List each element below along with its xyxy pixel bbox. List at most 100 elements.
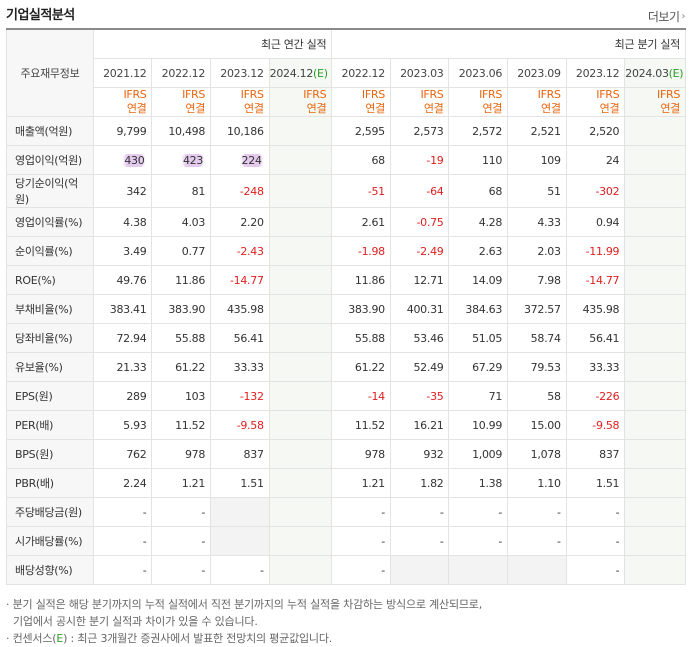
table-row: ROE(%) 49.76 11.86 -14.77 11.86 12.71 14.09 7.9… [6, 265, 686, 295]
quarter-value-cell: 400.31 [389, 294, 450, 324]
annual-value-cell [268, 207, 333, 237]
basis-ifrs: IFRS [420, 88, 444, 101]
row-label: 순이익률(%) [6, 236, 94, 266]
annual-value-cell: 224 [210, 145, 270, 175]
basis-header: IFRS 연결 [448, 87, 509, 117]
cell-value: 4.38 [123, 215, 147, 229]
table-row: 영업이익률(%) 4.38 4.03 2.20 2.61 -0.75 4.28 4.33 0.9… [6, 207, 686, 237]
annual-value-cell [268, 555, 333, 585]
basis-consolidated: 연결 [482, 102, 503, 115]
footnotes: · 분기 실적은 해당 분기까지의 누적 실적에서 직전 분기까지의 누적 실적… [6, 596, 482, 647]
cell-value: 10.99 [472, 418, 503, 432]
more-link[interactable]: 더보기 › [648, 8, 686, 25]
cell-value: 58.74 [530, 331, 561, 345]
cell-value: - [142, 563, 147, 577]
quarter-value-cell: 71 [448, 381, 509, 411]
cell-value: - [201, 534, 206, 548]
cell-value: 81 [191, 184, 206, 198]
row-label: BPS(원) [6, 439, 94, 469]
annual-value-cell: 10,186 [210, 116, 270, 146]
chevron-right-icon: › [681, 11, 686, 22]
quarter-value-cell: - [507, 526, 567, 556]
quarter-period-header: 2023.06 [448, 58, 509, 88]
annual-value-cell: - [151, 526, 212, 556]
quarter-value-cell: 2.63 [448, 236, 509, 266]
cell-value: - [381, 505, 385, 519]
cell-value: 55.88 [175, 331, 206, 345]
annual-value-cell [210, 526, 270, 556]
cell-value: -226 [595, 389, 620, 403]
cell-value: 383.41 [109, 302, 147, 316]
quarter-value-cell: 4.33 [507, 207, 567, 237]
row-label: 시가배당률(%) [6, 526, 94, 556]
cell-value: 61.22 [354, 360, 385, 374]
annual-value-cell [268, 497, 333, 527]
quarter-value-cell: - [448, 497, 509, 527]
note-line-1: · 분기 실적은 해당 분기까지의 누적 실적에서 직전 분기까지의 누적 실적… [6, 598, 483, 611]
row-label: 당좌비율(%) [6, 323, 94, 353]
quarter-value-cell: - [565, 526, 626, 556]
cell-value: -1.98 [357, 244, 385, 258]
cell-value: 10,498 [168, 124, 206, 138]
cell-value: 4.28 [478, 215, 503, 229]
table-row: 시가배당률(%) - - - - - - - [6, 526, 686, 556]
cell-value: -132 [239, 389, 264, 403]
cell-value: 2,521 [530, 124, 561, 138]
basis-ifrs: IFRS [537, 88, 561, 101]
annual-value-cell: 383.90 [151, 294, 212, 324]
quarter-value-cell: 61.22 [331, 352, 391, 382]
cell-value: - [142, 534, 147, 548]
annual-value-cell: 762 [92, 439, 153, 469]
quarter-value-cell: 978 [331, 439, 391, 469]
table-row: 유보율(%) 21.33 61.22 33.33 61.22 52.49 67.29 79.5… [6, 352, 686, 382]
cell-value: 52.49 [413, 360, 444, 374]
cell-value: 1.10 [537, 476, 561, 490]
cell-value: - [498, 505, 503, 519]
quarter-value-cell: 1,009 [448, 439, 509, 469]
quarter-value-cell: 110 [448, 145, 509, 175]
quarter-value-cell: 2,595 [331, 116, 391, 146]
cell-value: 2,520 [589, 124, 620, 138]
basis-consolidated: 연결 [126, 102, 147, 115]
cell-value: 49.76 [116, 273, 147, 287]
cell-value: 3.49 [123, 244, 147, 258]
estimate-tag: (E) [668, 66, 684, 80]
annual-value-cell: 10,498 [151, 116, 212, 146]
cell-value: 72.94 [116, 331, 147, 345]
annual-value-cell [268, 439, 333, 469]
quarter-value-cell: 1.21 [331, 468, 391, 498]
table-row: 당기순이익(억원) 342 81 -248 -51 -64 68 51 -302 [6, 174, 686, 208]
cell-value: 0.77 [181, 244, 206, 258]
basis-header: IFRS 연결 [624, 87, 686, 117]
table-row: 당좌비율(%) 72.94 55.88 56.41 55.88 53.46 51.05 58.… [6, 323, 686, 353]
cell-value: 68 [488, 184, 503, 198]
row-label: 영업이익률(%) [6, 207, 94, 237]
cell-value: - [615, 563, 620, 577]
annual-value-cell: 49.76 [92, 265, 153, 295]
quarter-value-cell [624, 236, 686, 266]
quarter-value-cell [624, 555, 686, 585]
basis-consolidated: 연결 [423, 102, 444, 115]
annual-period-header: 2022.12 [151, 58, 212, 88]
quarter-value-cell: 56.41 [565, 323, 626, 353]
cell-value: 383.90 [168, 302, 206, 316]
basis-header: IFRS 연결 [151, 87, 212, 117]
cell-value: 978 [364, 447, 385, 461]
row-label: 유보율(%) [6, 352, 94, 382]
quarter-value-cell [507, 555, 567, 585]
basis-consolidated: 연결 [185, 102, 206, 115]
note-line-2: 기업에서 공시한 분기 실적과 차이가 있을 수 있습니다. [13, 615, 258, 628]
quarter-value-cell [624, 265, 686, 295]
quarter-value-cell: -51 [331, 174, 391, 208]
annual-value-cell: 978 [151, 439, 212, 469]
table-row: BPS(원) 762 978 837 978 932 1,009 1,078 837 [6, 439, 686, 469]
row-label: 영업이익(억원) [6, 145, 94, 175]
quarter-value-cell: 58 [507, 381, 567, 411]
quarter-value-cell: 51 [507, 174, 567, 208]
table-row: EPS(원) 289 103 -132 -14 -35 71 58 -226 [6, 381, 686, 411]
quarter-value-cell: 14.09 [448, 265, 509, 295]
cell-value: -2.49 [416, 244, 444, 258]
cell-value: 978 [184, 447, 206, 461]
cell-value: 2.03 [537, 244, 561, 258]
cell-value: 14.09 [472, 273, 503, 287]
